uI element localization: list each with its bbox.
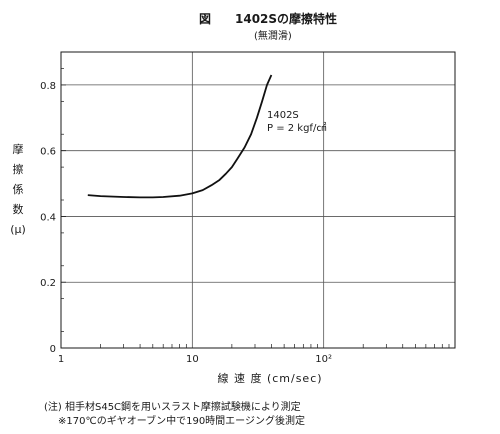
x-tick-label: 10² bbox=[315, 354, 332, 365]
y-axis-label: 摩擦係数(μ) bbox=[10, 143, 26, 236]
y-tick-label: 0.8 bbox=[40, 81, 56, 92]
figure-label: 図 bbox=[199, 12, 212, 26]
y-tick-label: 0.4 bbox=[40, 212, 56, 223]
series-annotation: P = 2 kgf/㎠ bbox=[267, 122, 326, 134]
series-line-1402S bbox=[87, 74, 273, 199]
y-tick-label: 0.2 bbox=[40, 278, 56, 289]
axis-ticks: 1 10 10² 0 0.2 0.4 0.6 0.8 bbox=[40, 68, 450, 365]
plot-frame bbox=[60, 51, 456, 349]
x-tick-label: 10 bbox=[186, 354, 199, 365]
y-tick-label: 0 bbox=[50, 344, 56, 355]
footnote-1: (注) 相手材S45C鋼を用いスラスト摩擦試験機により測定 bbox=[44, 402, 301, 413]
series-layer bbox=[87, 74, 273, 199]
x-tick-label: 1 bbox=[58, 354, 64, 365]
chart-subtitle: (無潤滑) bbox=[254, 31, 292, 42]
grid-lines bbox=[61, 52, 455, 348]
series-label: 1402S bbox=[267, 110, 299, 121]
chart-title: 1402Sの摩擦特性 bbox=[235, 12, 338, 26]
y-tick-label: 0.6 bbox=[40, 147, 56, 158]
x-axis-label: 線 速 度 (cm/sec) bbox=[217, 372, 323, 385]
footnote-2: ※170℃のギヤオーブン中で190時間エージング後測定 bbox=[58, 416, 305, 427]
